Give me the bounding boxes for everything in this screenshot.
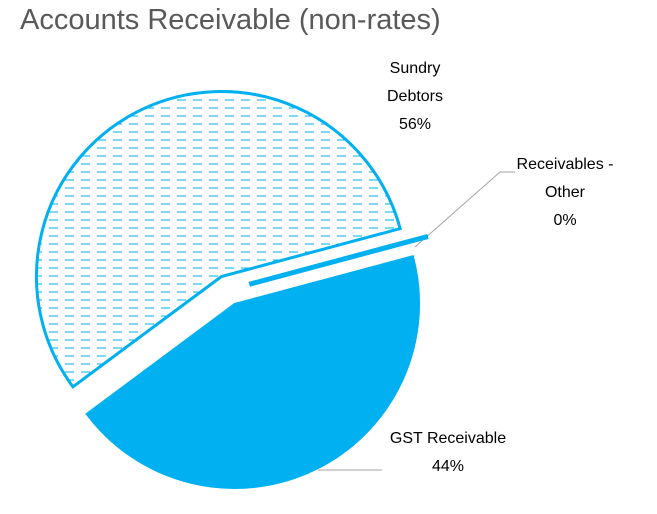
pie-slice <box>85 255 420 489</box>
chart-title: Accounts Receivable (non-rates) <box>20 4 441 36</box>
slice-percent: 44% <box>431 458 465 475</box>
slice-name: GST Receivable <box>389 430 507 447</box>
data-label: GST Receivable 44% <box>388 425 508 481</box>
slice-percent: 56% <box>398 116 432 133</box>
data-label: Receivables - Other 0% <box>500 151 630 235</box>
data-label: Sundry Debtors 56% <box>360 55 470 139</box>
slice-name: Sundry Debtors <box>386 60 444 105</box>
pie-slice <box>35 90 403 389</box>
slice-percent: 0% <box>553 212 577 229</box>
leader-line <box>414 171 515 248</box>
slice-name: Receivables - Other <box>516 156 614 201</box>
